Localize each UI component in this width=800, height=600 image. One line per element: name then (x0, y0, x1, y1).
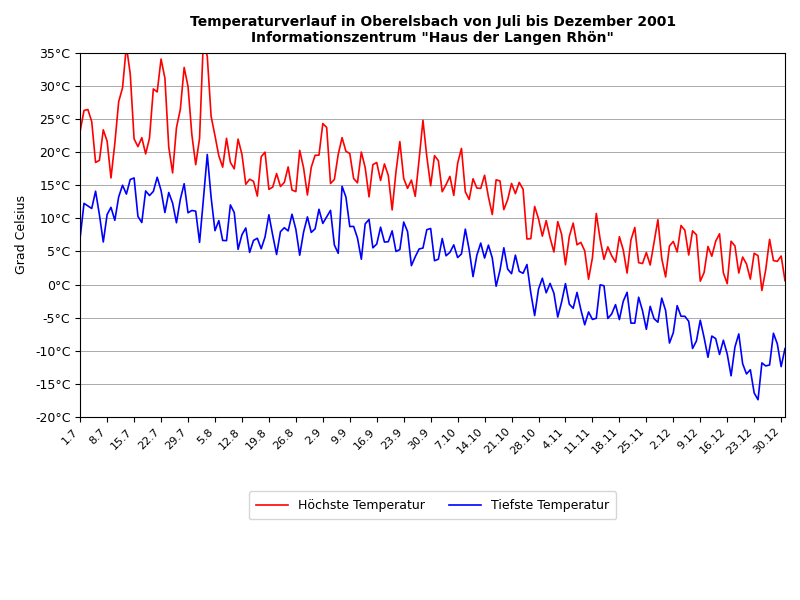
Höchste Temperatur (353, 179, 362, 187)
Höchste Temperatur (757, 287, 766, 294)
Tiefste Temperatur (780, 345, 790, 352)
Tiefste Temperatur (318, 220, 328, 227)
Höchste Temperatur (198, 35, 208, 43)
Tiefste Temperatur (754, 396, 763, 403)
Tiefste Temperatur (769, 329, 778, 337)
Tiefste Temperatur (202, 151, 212, 158)
Tiefste Temperatur (776, 363, 786, 370)
Tiefste Temperatur (353, 235, 362, 242)
Höchste Temperatur (83, 106, 93, 113)
Tiefste Temperatur (75, 234, 85, 241)
Y-axis label: Grad Celsius: Grad Celsius (15, 196, 28, 274)
Höchste Temperatur (769, 257, 778, 264)
Line: Tiefste Temperatur: Tiefste Temperatur (80, 154, 785, 400)
Line: Höchste Temperatur: Höchste Temperatur (80, 39, 785, 290)
Höchste Temperatur (776, 253, 786, 260)
Title: Temperaturverlauf in Oberelsbach von Juli bis Dezember 2001
Informationszentrum : Temperaturverlauf in Oberelsbach von Jul… (190, 15, 676, 45)
Legend: Höchste Temperatur, Tiefste Temperatur: Höchste Temperatur, Tiefste Temperatur (249, 491, 616, 520)
Tiefste Temperatur (402, 228, 412, 235)
Tiefste Temperatur (83, 202, 93, 209)
Höchste Temperatur (75, 127, 85, 134)
Höchste Temperatur (780, 277, 790, 284)
Höchste Temperatur (402, 185, 412, 192)
Höchste Temperatur (318, 120, 328, 127)
